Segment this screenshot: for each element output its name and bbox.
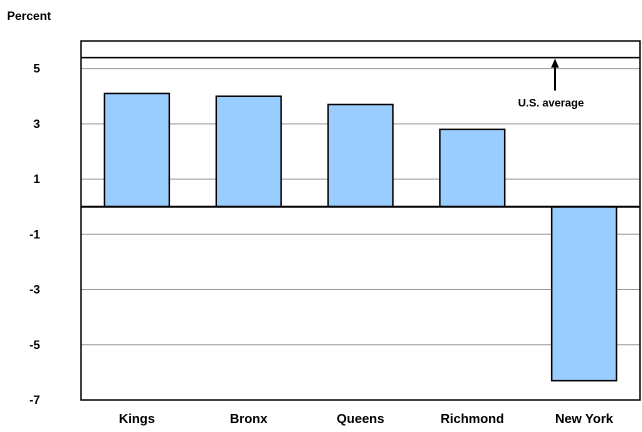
y-tick-label: -1: [29, 227, 40, 241]
y-axis-label: Percent: [7, 9, 51, 23]
plot-frame: [80, 40, 641, 401]
category-label: Richmond: [441, 411, 505, 426]
y-tick-label: 1: [33, 172, 40, 186]
category-labels: Kings Bronx Queens Richmond New York: [119, 411, 614, 426]
y-tick-label: 5: [33, 62, 40, 76]
bars: [103, 92, 618, 382]
arrow-up-icon: [551, 58, 559, 68]
bar-richmond: [439, 128, 506, 208]
category-label: New York: [555, 411, 614, 426]
bar-new-york: [550, 205, 618, 382]
us-average-label: U.S. average: [518, 98, 584, 110]
y-tick-label: 3: [33, 117, 40, 131]
y-tick-labels: 5 3 1 -1 -3 -5 -7: [29, 62, 40, 407]
bar-bronx: [215, 95, 282, 208]
y-tick-label: -3: [29, 283, 40, 297]
category-label: Queens: [337, 411, 385, 426]
bar-kings: [103, 92, 171, 208]
annotation: U.S. average: [518, 58, 584, 110]
category-label: Kings: [119, 411, 155, 426]
category-label: Bronx: [230, 411, 268, 426]
bar-queens: [327, 103, 394, 208]
y-tick-label: -7: [29, 393, 40, 407]
y-tick-label: -5: [29, 338, 40, 352]
